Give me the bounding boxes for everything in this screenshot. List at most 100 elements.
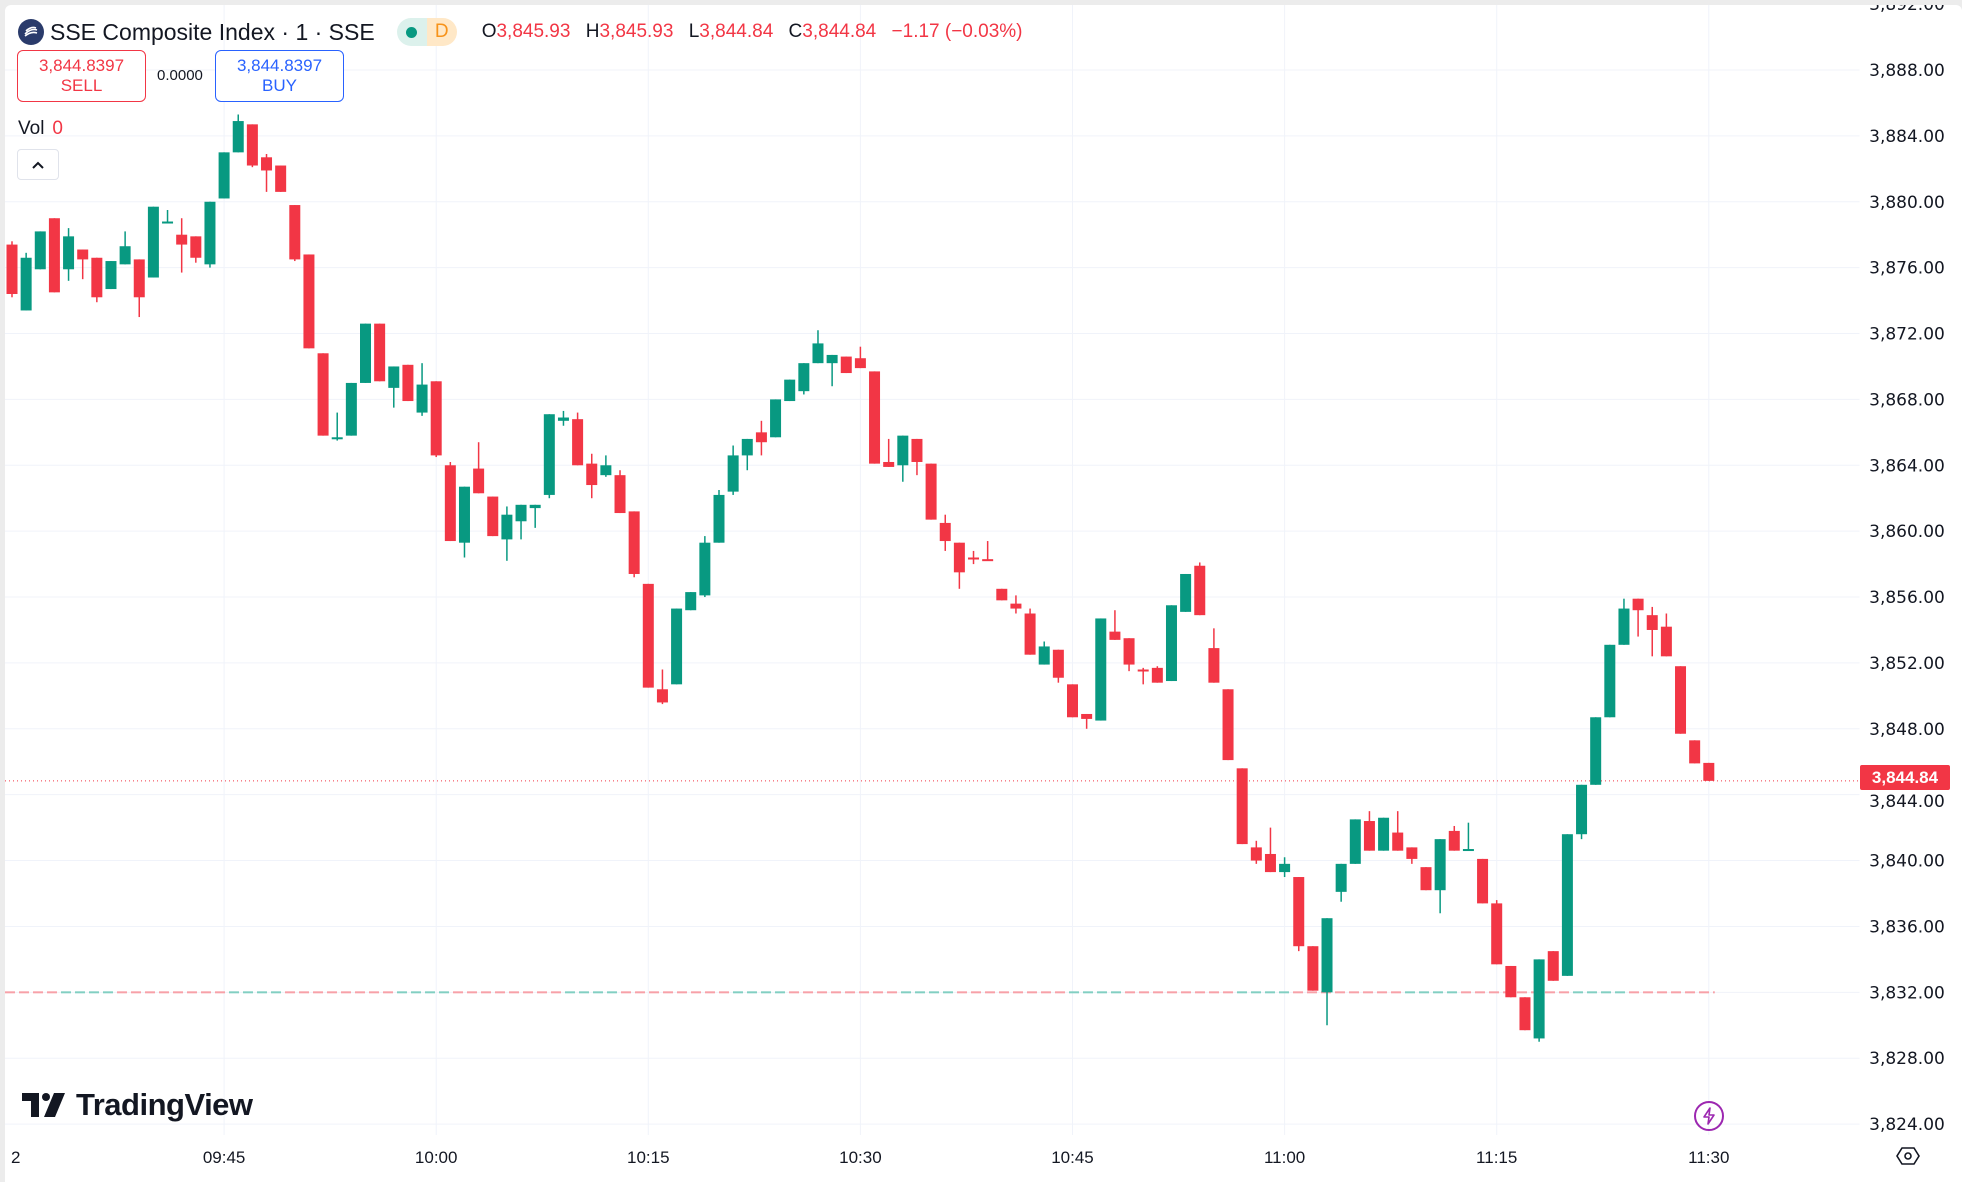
candle — [232, 114, 244, 153]
candle-body — [1576, 784, 1588, 835]
candle — [515, 504, 527, 540]
candle-body — [487, 496, 499, 537]
candle-body — [1038, 646, 1050, 665]
time-tick-label: 10:00 — [415, 1148, 458, 1167]
close-label: C — [788, 21, 803, 42]
candle-body — [1547, 951, 1559, 981]
chart-window: 3,892.00 3,888.00 3,884.00 3,880.00 3,876.00… — [5, 5, 1962, 1182]
time-tick-label: 09:45 — [203, 1148, 246, 1167]
candle-body — [444, 465, 456, 542]
candle-body — [275, 165, 287, 192]
candle — [34, 231, 46, 270]
price-tick-label: 3,836.00 — [1869, 917, 1945, 937]
price-tick-label: 3,876.00 — [1869, 259, 1945, 279]
price-tick-label: 3,864.00 — [1869, 456, 1945, 476]
buy-label: BUY — [262, 76, 297, 95]
price-tick-label: 3,844.00 — [1869, 792, 1945, 812]
candle — [1561, 834, 1573, 976]
candle — [261, 153, 273, 192]
candle — [897, 435, 909, 482]
candle — [63, 228, 75, 281]
candle — [1703, 762, 1715, 781]
candle-body — [1250, 847, 1262, 861]
candle — [501, 506, 513, 561]
open-label: O — [481, 21, 497, 42]
candle — [1307, 946, 1319, 991]
candle — [727, 445, 739, 495]
candle — [1491, 900, 1503, 965]
time-tick-label: 11:15 — [1476, 1148, 1517, 1167]
candle — [1632, 598, 1644, 637]
candle-body — [1632, 598, 1644, 611]
low-label: L — [688, 21, 700, 42]
candle — [1264, 827, 1276, 873]
candle-body — [48, 218, 60, 293]
gear-icon[interactable] — [1895, 1146, 1921, 1171]
candle-body — [1349, 819, 1361, 864]
candle-body — [1363, 821, 1375, 851]
candle — [77, 249, 89, 280]
candle-body — [1660, 626, 1672, 657]
candle — [1689, 740, 1701, 764]
candle — [458, 486, 470, 558]
candle-body — [1024, 613, 1036, 655]
candle-body — [1477, 858, 1489, 904]
candle-body — [1434, 839, 1446, 891]
candle — [671, 608, 683, 685]
candle — [1477, 858, 1489, 904]
tradingview-logo[interactable]: TradingView — [22, 1087, 253, 1123]
candle — [1505, 965, 1517, 998]
candle — [784, 379, 796, 402]
open-value: 3,845.93 — [496, 21, 571, 42]
candle-body — [1590, 717, 1602, 785]
candle-body — [105, 261, 117, 290]
candle-body — [1307, 946, 1319, 991]
sell-button[interactable]: 3,844.8397 SELL — [17, 50, 146, 102]
candle-body — [1406, 847, 1418, 859]
candle-body — [289, 205, 301, 260]
candle-body — [190, 236, 202, 258]
candle — [48, 218, 60, 293]
time-tick-label: 10:45 — [1051, 1148, 1094, 1167]
candle-body — [770, 399, 782, 438]
candle-body — [458, 486, 470, 543]
candle — [1349, 819, 1361, 864]
collapse-legend-button[interactable] — [17, 149, 59, 180]
volume-label: Vol — [18, 118, 45, 139]
candle-body — [133, 259, 145, 298]
candle-body — [529, 504, 541, 509]
buy-button[interactable]: 3,844.8397 BUY — [215, 50, 344, 102]
candle-body — [1236, 768, 1248, 845]
candle-body — [430, 381, 442, 456]
candle — [543, 414, 555, 499]
price-tick-label: 3,828.00 — [1869, 1049, 1945, 1069]
time-tick-label: 11:30 — [1688, 1148, 1729, 1167]
price-tick-label: 3,892.00 — [1869, 5, 1945, 15]
candlestick-chart[interactable]: 3,892.00 3,888.00 3,884.00 3,880.00 3,876.00… — [5, 5, 1962, 1182]
candle — [1208, 628, 1220, 683]
symbol-title[interactable]: SSE Composite Index · 1 · SSE — [50, 18, 375, 45]
candle — [1462, 822, 1474, 852]
market-status[interactable]: D — [396, 18, 457, 46]
ohlc-values: O3,845.93 H3,845.93 L3,844.84 C3,844.84 … — [482, 21, 1033, 43]
candle-body — [1081, 713, 1093, 719]
candle — [1222, 689, 1234, 761]
price-tick-label: 3,840.00 — [1869, 852, 1945, 872]
candle — [586, 453, 598, 499]
volume-legend: Vol 0 — [18, 118, 63, 140]
time-tick-label: 10:15 — [627, 1148, 670, 1167]
candle-body — [982, 559, 994, 562]
candle — [275, 165, 287, 192]
lightning-icon[interactable] — [1694, 1101, 1724, 1131]
candle — [557, 410, 569, 426]
candle-body — [1010, 603, 1022, 609]
candle — [246, 124, 258, 168]
candle — [770, 399, 782, 438]
candle — [982, 541, 994, 562]
buy-price: 3,844.8397 — [236, 56, 323, 75]
candle — [812, 330, 824, 364]
candle — [444, 461, 456, 542]
candle-body — [1533, 959, 1545, 1039]
candle-body — [755, 432, 767, 443]
candle-body — [246, 124, 258, 166]
